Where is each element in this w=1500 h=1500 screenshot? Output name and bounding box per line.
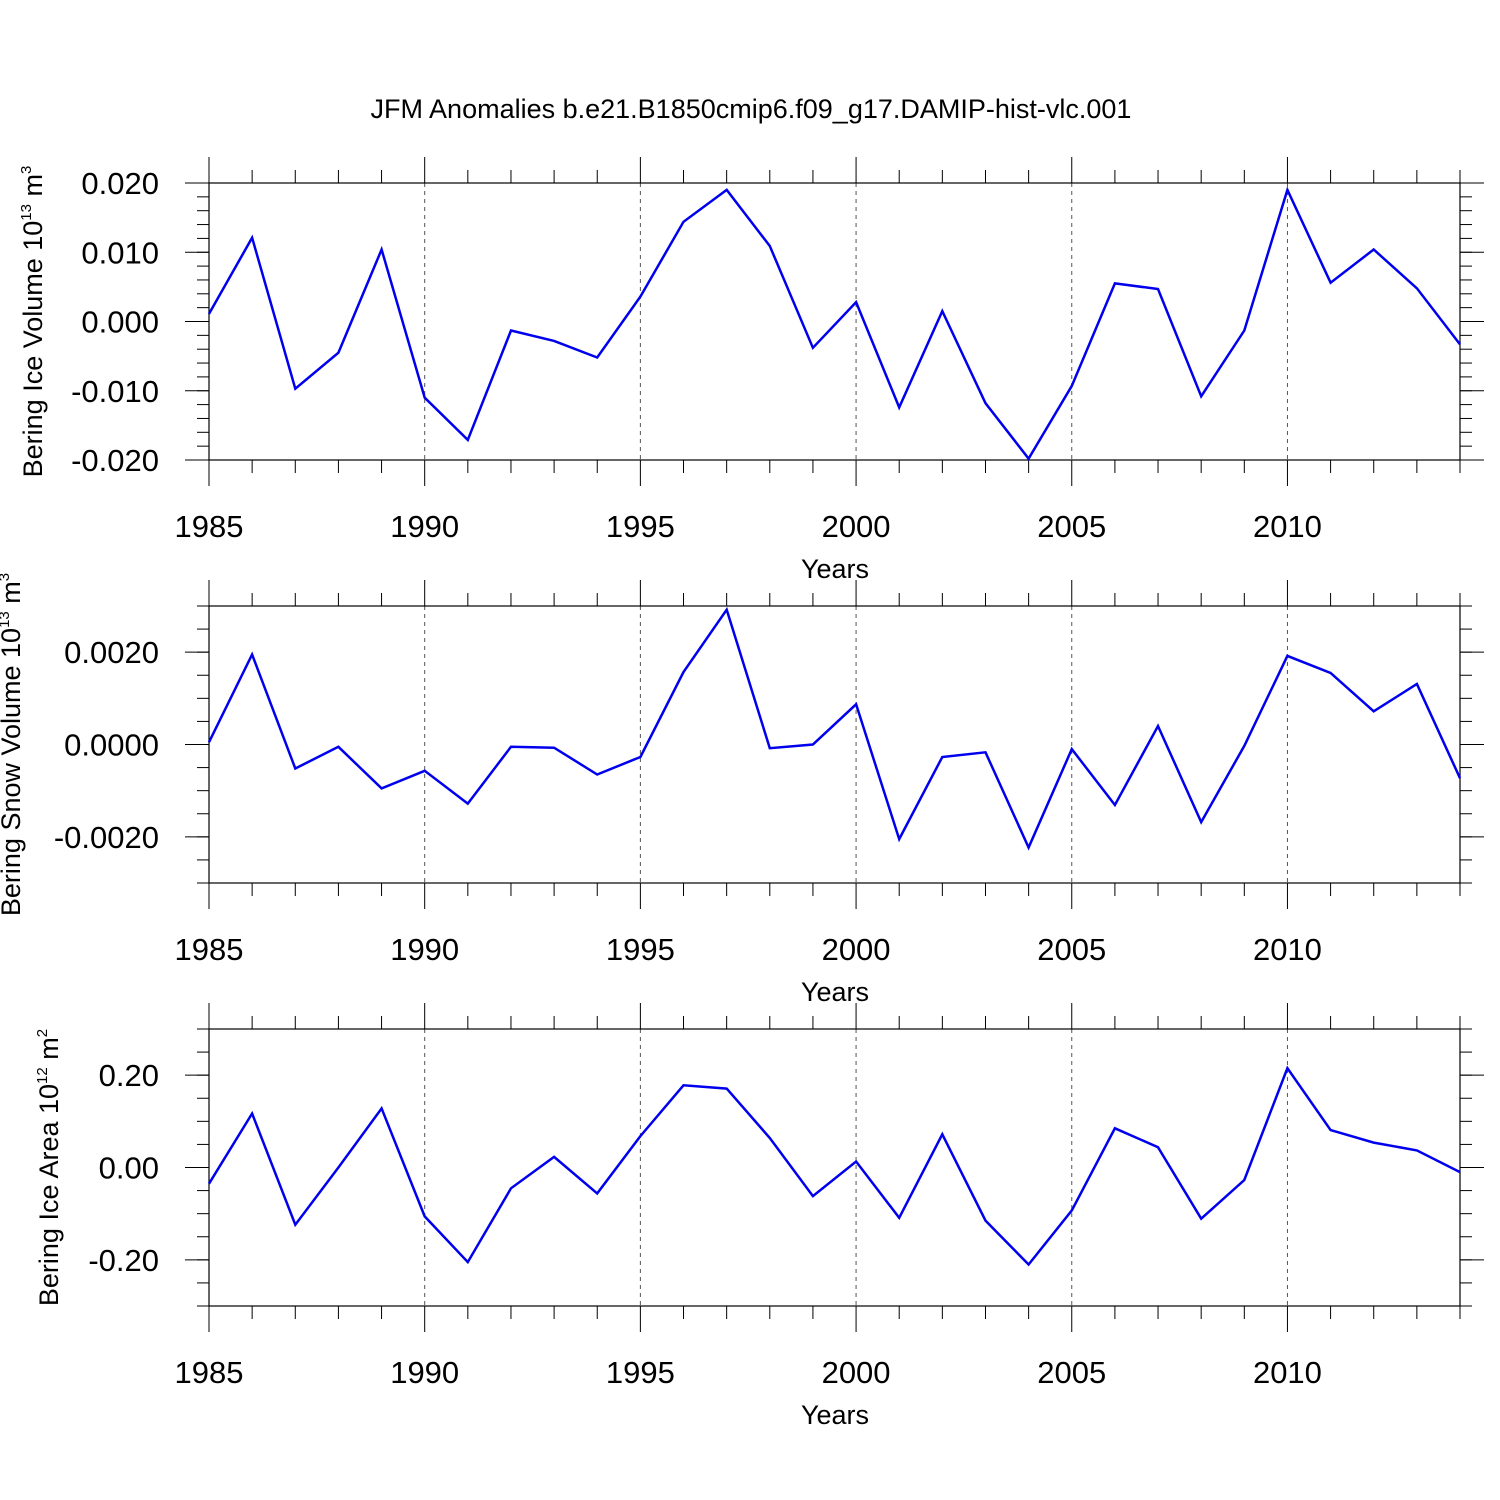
y-label-unit-exponent: 3 — [18, 166, 35, 174]
plot-frame — [208, 1028, 1461, 1307]
y-tick-label: 0.010 — [81, 235, 159, 270]
chart-panel-1: -0.020 -0.010 0.000 0.010 0.020 1985 1990 1995 2… — [18, 157, 1484, 584]
y-tick-label: 0.0020 — [64, 635, 159, 670]
x-tick-label: 1990 — [390, 932, 459, 967]
x-tick-label: 2010 — [1253, 932, 1322, 967]
x-tick-label: 2010 — [1253, 509, 1322, 544]
y-label-base: Bering Ice Volume 10 — [18, 221, 48, 478]
series-line — [207, 1065, 1461, 1267]
y-label-base: Bering Ice Area 10 — [34, 1084, 64, 1306]
y-tick-label: 0.000 — [81, 305, 159, 340]
y-tick-label: -0.010 — [71, 374, 159, 409]
x-tick-label: 2000 — [822, 509, 891, 544]
y-tick-label: -0.0020 — [54, 820, 159, 855]
y-label-unit-exponent: 2 — [34, 1029, 51, 1037]
panels: -0.020 -0.010 0.000 0.010 0.020 1985 1990 1995 2… — [0, 157, 1484, 1430]
x-axis-label: Years — [801, 977, 869, 1007]
x-tick-label: 1995 — [606, 932, 675, 967]
x-tick-label: 1990 — [390, 509, 459, 544]
x-tick-label: 1995 — [606, 509, 675, 544]
chart-panel-3: -0.20 0.00 0.20 1985 1990 1995 2000 2005 2010 Yea… — [34, 1003, 1484, 1430]
x-tick-label: 1985 — [175, 1355, 244, 1390]
y-tick-label: 0.0000 — [64, 728, 159, 763]
x-tick-label: 1990 — [390, 1355, 459, 1390]
plot-frame — [208, 605, 1461, 884]
y-label-exponent: 13 — [0, 611, 13, 628]
y-tick-label: 0.20 — [99, 1058, 159, 1093]
y-label-exponent: 12 — [34, 1067, 51, 1084]
figure-title: JFM Anomalies b.e21.B1850cmip6.f09_g17.D… — [371, 94, 1132, 124]
series-line — [207, 606, 1462, 851]
x-tick-label: 1995 — [606, 1355, 675, 1390]
y-tick-label: -0.20 — [88, 1243, 159, 1278]
series-line — [207, 186, 1461, 461]
y-label-unit: m — [18, 174, 48, 204]
y-tick-label: 0.00 — [99, 1151, 159, 1186]
x-tick-label: 2000 — [822, 1355, 891, 1390]
y-axis-label: Bering Snow Volume 1013 m3 — [0, 573, 26, 916]
y-axis-label: Bering Ice Volume 1013 m3 — [18, 166, 48, 478]
x-tick-label: 2000 — [822, 932, 891, 967]
y-label-unit-exponent: 3 — [0, 573, 13, 581]
x-tick-label: 1985 — [175, 932, 244, 967]
x-tick-label: 2005 — [1037, 1355, 1106, 1390]
y-tick-label: -0.020 — [71, 443, 159, 478]
y-tick-label: 0.020 — [81, 166, 159, 201]
y-label-exponent: 13 — [18, 204, 35, 221]
x-tick-label: 1985 — [175, 509, 244, 544]
y-label-base: Bering Snow Volume 10 — [0, 628, 26, 916]
x-axis-label: Years — [801, 554, 869, 584]
x-axis-label: Years — [801, 1400, 869, 1430]
x-tick-label: 2005 — [1037, 509, 1106, 544]
y-label-unit: m — [34, 1037, 64, 1067]
x-tick-label: 2010 — [1253, 1355, 1322, 1390]
y-axis-label: Bering Ice Area 1012 m2 — [34, 1029, 64, 1306]
x-tick-label: 2005 — [1037, 932, 1106, 967]
chart-panel-2: -0.0020 0.0000 0.0020 1985 1990 1995 2000 2005 2… — [0, 573, 1484, 1007]
y-label-unit: m — [0, 581, 26, 611]
plot-frame — [208, 182, 1461, 461]
